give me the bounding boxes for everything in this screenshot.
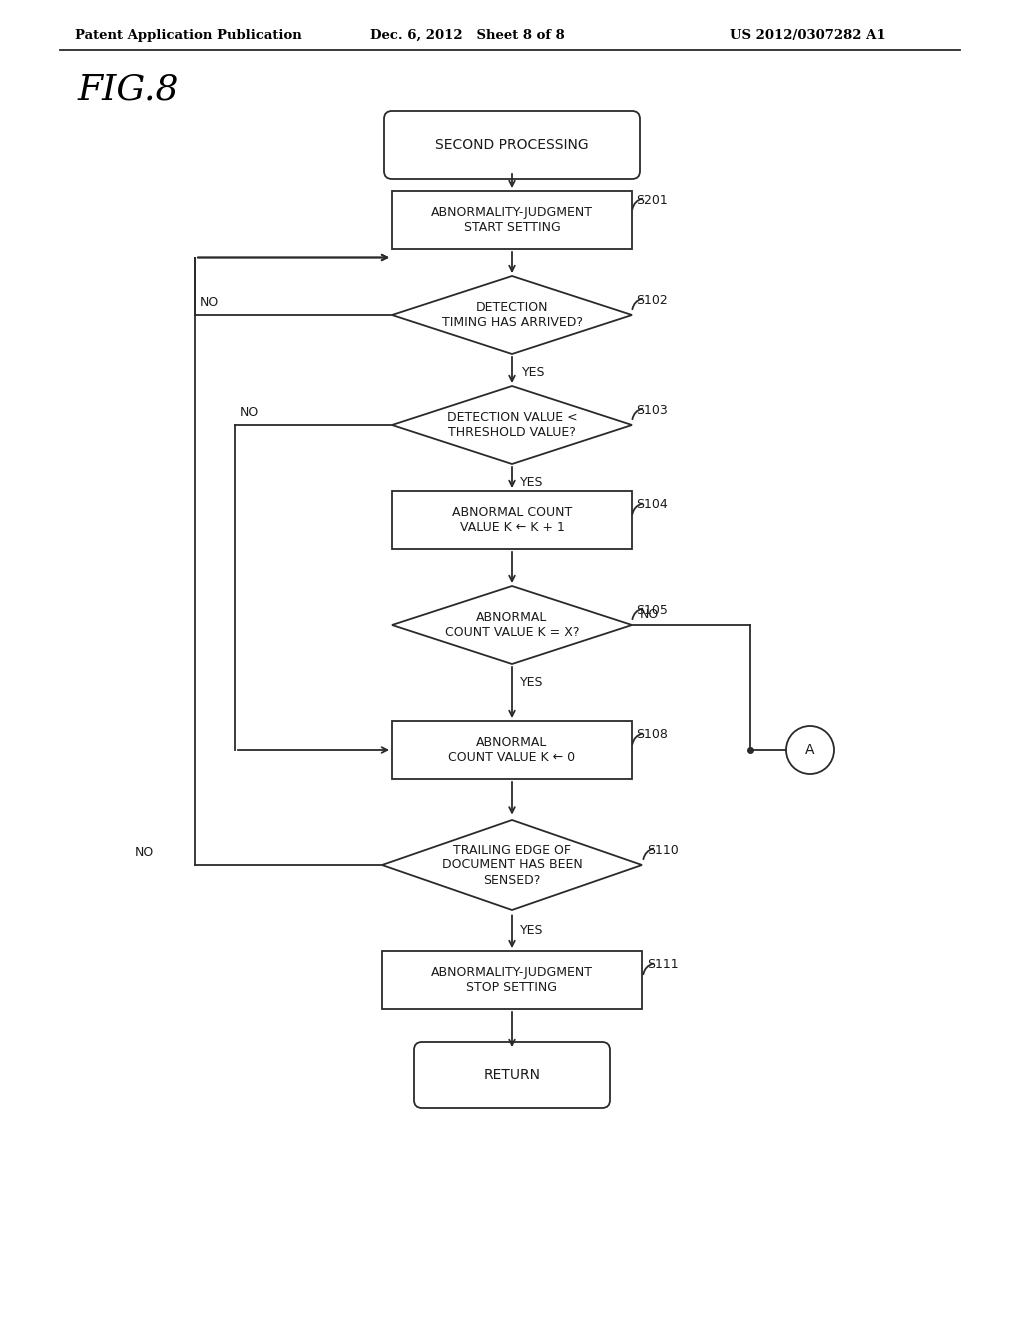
Text: YES: YES: [522, 366, 546, 379]
Bar: [392, 721, 632, 779]
Text: US 2012/0307282 A1: US 2012/0307282 A1: [730, 29, 886, 41]
Text: S110: S110: [647, 843, 679, 857]
Polygon shape: [392, 586, 632, 664]
Text: ABNORMALITY-JUDGMENT
START SETTING: ABNORMALITY-JUDGMENT START SETTING: [431, 206, 593, 234]
Text: NO: NO: [200, 297, 219, 309]
Text: ABNORMALITY-JUDGMENT
STOP SETTING: ABNORMALITY-JUDGMENT STOP SETTING: [431, 966, 593, 994]
Text: S102: S102: [636, 293, 668, 306]
Text: S108: S108: [636, 729, 668, 742]
Polygon shape: [392, 385, 632, 465]
Bar: [392, 191, 632, 249]
Polygon shape: [392, 276, 632, 354]
Text: YES: YES: [520, 676, 544, 689]
Text: ABNORMAL COUNT
VALUE K ← K + 1: ABNORMAL COUNT VALUE K ← K + 1: [452, 506, 572, 535]
Text: S104: S104: [636, 499, 668, 511]
Text: ABNORMAL
COUNT VALUE K = X?: ABNORMAL COUNT VALUE K = X?: [444, 611, 580, 639]
Bar: [392, 491, 632, 549]
Text: YES: YES: [520, 924, 544, 937]
FancyBboxPatch shape: [414, 1041, 610, 1107]
Text: SECOND PROCESSING: SECOND PROCESSING: [435, 139, 589, 152]
Text: Dec. 6, 2012   Sheet 8 of 8: Dec. 6, 2012 Sheet 8 of 8: [370, 29, 565, 41]
Text: S201: S201: [636, 194, 668, 206]
Polygon shape: [382, 820, 642, 909]
Text: RETURN: RETURN: [483, 1068, 541, 1082]
Text: YES: YES: [520, 475, 544, 488]
Text: TRAILING EDGE OF
DOCUMENT HAS BEEN
SENSED?: TRAILING EDGE OF DOCUMENT HAS BEEN SENSE…: [441, 843, 583, 887]
Text: Patent Application Publication: Patent Application Publication: [75, 29, 302, 41]
Text: S111: S111: [647, 958, 679, 972]
Bar: [382, 950, 642, 1008]
Text: DETECTION VALUE <
THRESHOLD VALUE?: DETECTION VALUE < THRESHOLD VALUE?: [446, 411, 578, 440]
Text: A: A: [805, 743, 815, 756]
Text: NO: NO: [240, 407, 259, 420]
Text: S103: S103: [636, 404, 668, 417]
Text: NO: NO: [640, 609, 659, 622]
FancyBboxPatch shape: [384, 111, 640, 180]
Text: FIG.8: FIG.8: [78, 73, 179, 107]
Text: S105: S105: [636, 603, 668, 616]
Text: NO: NO: [135, 846, 155, 859]
Text: ABNORMAL
COUNT VALUE K ← 0: ABNORMAL COUNT VALUE K ← 0: [449, 737, 575, 764]
Text: DETECTION
TIMING HAS ARRIVED?: DETECTION TIMING HAS ARRIVED?: [441, 301, 583, 329]
